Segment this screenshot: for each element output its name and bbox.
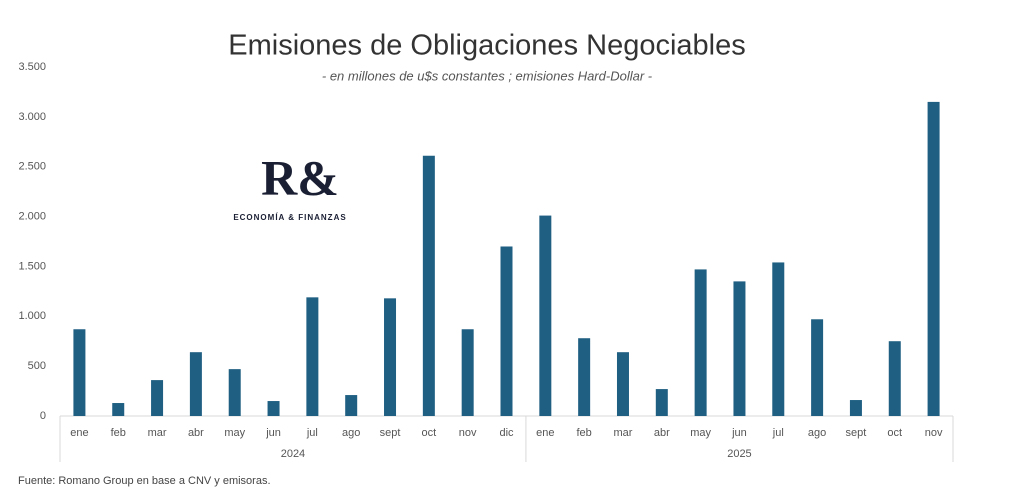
y-tick-label: 3.000 — [18, 111, 46, 123]
bar — [73, 329, 86, 416]
x-tick-label: nov — [459, 427, 477, 439]
x-tick-label: jun — [265, 427, 281, 439]
bar — [112, 403, 125, 416]
bar — [578, 338, 591, 416]
x-tick-label: jul — [306, 427, 318, 439]
bar — [461, 329, 474, 416]
y-tick-label: 0 — [40, 410, 46, 422]
y-tick-label: 3.500 — [18, 61, 46, 73]
x-tick-label: ene — [536, 427, 554, 439]
x-tick-label: may — [224, 427, 245, 439]
bar — [616, 352, 629, 416]
x-tick-label: dic — [499, 427, 514, 439]
x-tick-label: ago — [342, 427, 360, 439]
x-tick-label: sept — [380, 427, 401, 439]
y-tick-label: 500 — [28, 360, 46, 372]
bar — [772, 262, 785, 416]
x-tick-label: feb — [111, 427, 126, 439]
x-tick-label: abr — [654, 427, 670, 439]
group-label: 2024 — [281, 448, 305, 460]
x-tick-label: abr — [188, 427, 204, 439]
x-tick-label: ago — [808, 427, 826, 439]
y-tick-label: 1.000 — [18, 310, 46, 322]
bar — [539, 215, 552, 416]
bar — [694, 269, 707, 416]
bar — [927, 101, 940, 417]
bar — [655, 389, 668, 416]
bar — [384, 298, 397, 416]
x-tick-label: oct — [887, 427, 902, 439]
source-note: Fuente: Romano Group en base a CNV y emi… — [18, 475, 271, 487]
x-tick-label: jul — [772, 427, 784, 439]
bar — [306, 297, 319, 416]
bar — [888, 341, 901, 416]
x-tick-label: nov — [925, 427, 943, 439]
y-tick-label: 1.500 — [18, 260, 46, 272]
logo-text: ECONOMÍA & FINANZAS — [233, 213, 346, 222]
logo-mark: R& — [261, 149, 339, 205]
bar — [733, 281, 746, 416]
x-tick-label: oct — [422, 427, 437, 439]
group-label: 2025 — [727, 448, 751, 460]
bar — [849, 400, 862, 416]
x-tick-label: mar — [614, 427, 633, 439]
bar — [422, 155, 435, 416]
chart-subtitle: - en millones de u$s constantes ; emisio… — [322, 68, 653, 83]
bar — [811, 319, 824, 416]
x-tick-label: mar — [148, 427, 167, 439]
x-tick-label: sept — [846, 427, 867, 439]
x-tick-label: jun — [731, 427, 747, 439]
bar — [228, 369, 241, 416]
x-tick-label: feb — [577, 427, 592, 439]
y-tick-label: 2.000 — [18, 210, 46, 222]
bar — [151, 380, 164, 416]
bar — [189, 352, 202, 416]
x-tick-label: may — [690, 427, 711, 439]
bar — [267, 401, 280, 416]
y-tick-label: 2.500 — [18, 161, 46, 173]
bar — [500, 246, 513, 416]
x-tick-label: ene — [70, 427, 88, 439]
chart-title: Emisiones de Obligaciones Negociables — [228, 30, 745, 62]
bar — [345, 395, 358, 416]
